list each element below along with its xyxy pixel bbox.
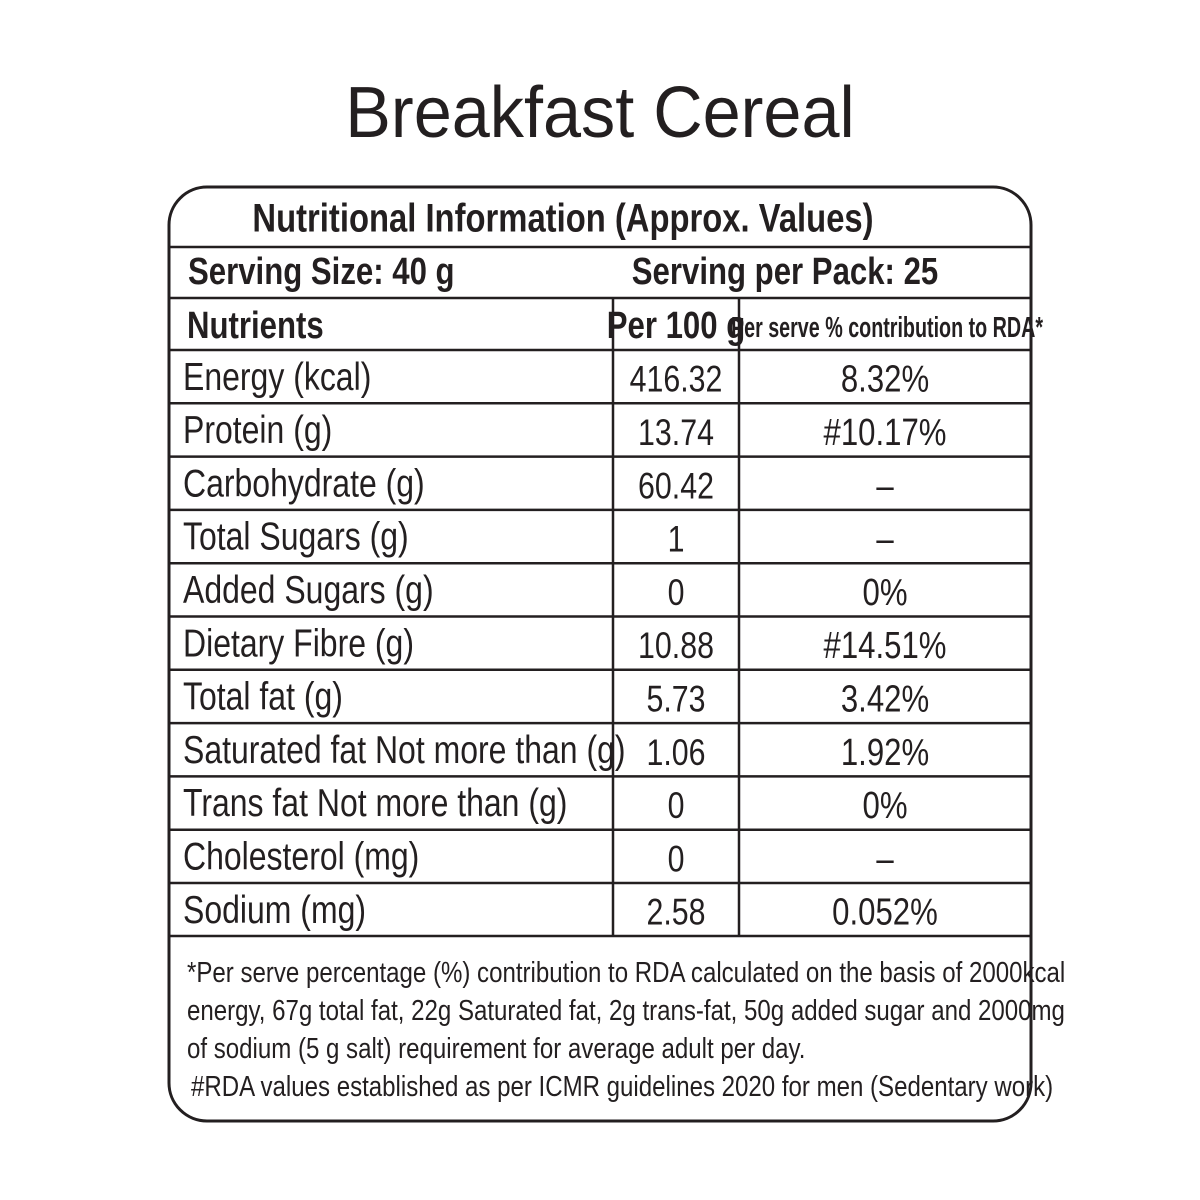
servings-per-pack: Serving per Pack: 25 <box>632 251 938 293</box>
per-100g: 5.73 <box>646 679 705 721</box>
nutrient-name-group: Cholesterol (mg) <box>183 834 419 878</box>
serving-size: Serving Size: 40 g <box>188 251 455 293</box>
serving-size-group: Serving Size: 40 g <box>188 251 455 293</box>
per-100g: 416.32 <box>630 359 723 401</box>
nutrient-name-group: Sodium (mg) <box>183 888 366 932</box>
nutrient-name: Carbohydrate (g) <box>183 461 425 505</box>
servings-per-pack-group: Serving per Pack: 25 <box>632 251 938 293</box>
rda-percent: 3.42% <box>841 679 929 721</box>
column-header: Nutrients <box>187 305 324 347</box>
nutrient-name: Saturated fat Not more than (g) <box>183 728 626 772</box>
rda-percent-group: – <box>876 465 894 507</box>
table-heading-group: Nutritional Information (Approx. Values) <box>252 196 873 241</box>
rda-percent-group: 8.32% <box>841 359 929 401</box>
nutrient-name: Cholesterol (mg) <box>183 834 419 878</box>
per-100g-group: 10.88 <box>638 625 714 667</box>
nutrient-name: Sodium (mg) <box>183 888 366 932</box>
rda-percent-group: 0% <box>862 785 907 827</box>
nutrient-name-group: Energy (kcal) <box>183 355 371 399</box>
rda-percent: – <box>876 465 894 507</box>
nutrient-name-group: Protein (g) <box>183 408 332 452</box>
rda-percent: #14.51% <box>824 625 947 667</box>
footnote-group: #RDA values established as per ICMR guid… <box>191 1070 1053 1103</box>
nutrient-name-group: Saturated fat Not more than (g) <box>183 728 626 772</box>
rda-percent: #10.17% <box>824 412 947 454</box>
column-header-group: Per serve % contribution to RDA* <box>731 312 1043 344</box>
nutrient-name-group: Total fat (g) <box>183 675 343 719</box>
nutrient-name: Protein (g) <box>183 408 332 452</box>
nutrient-name: Trans fat Not more than (g) <box>183 781 567 825</box>
rda-percent: 0% <box>862 785 907 827</box>
nutrient-name-group: Dietary Fibre (g) <box>183 621 414 665</box>
per-100g: 13.74 <box>638 412 714 454</box>
per-100g-group: 0 <box>668 785 685 827</box>
nutrient-name-group: Total Sugars (g) <box>183 515 409 559</box>
nutrient-name: Dietary Fibre (g) <box>183 621 414 665</box>
per-100g-group: 2.58 <box>646 892 705 934</box>
per-100g: 0 <box>668 785 685 827</box>
rda-percent: – <box>876 519 894 561</box>
per-100g-group: 13.74 <box>638 412 714 454</box>
rda-percent-group: #10.17% <box>824 412 947 454</box>
footnote: *Per serve percentage (%) contribution t… <box>187 956 1065 989</box>
rda-percent-group: 3.42% <box>841 679 929 721</box>
per-100g-group: 1.06 <box>646 732 705 774</box>
rda-percent: 8.32% <box>841 359 929 401</box>
rda-percent-group: – <box>876 519 894 561</box>
nutrient-name: Energy (kcal) <box>183 355 371 399</box>
rda-percent: 1.92% <box>841 732 929 774</box>
table-border <box>167 185 1033 1123</box>
column-header-group: Per 100 g <box>607 305 746 347</box>
rda-percent: – <box>876 839 894 881</box>
rda-percent-group: #14.51% <box>824 625 947 667</box>
column-header: Per 100 g <box>607 305 746 347</box>
per-100g: 10.88 <box>638 625 714 667</box>
table-heading: Nutritional Information (Approx. Values) <box>252 196 873 241</box>
nutrient-name-group: Added Sugars (g) <box>183 568 434 612</box>
per-100g: 60.42 <box>638 465 714 507</box>
nutrient-name: Total Sugars (g) <box>183 515 409 559</box>
footnote-group: *Per serve percentage (%) contribution t… <box>187 956 1065 989</box>
per-100g-group: 60.42 <box>638 465 714 507</box>
rda-percent-group: 0.052% <box>832 892 938 934</box>
nutrient-name-group: Trans fat Not more than (g) <box>183 781 567 825</box>
rda-percent-group: 0% <box>862 572 907 614</box>
per-100g-group: 0 <box>668 839 685 881</box>
column-header-group: Nutrients <box>187 305 324 347</box>
per-100g: 2.58 <box>646 892 705 934</box>
footnote: #RDA values established as per ICMR guid… <box>191 1070 1053 1103</box>
footnote-group: of sodium (5 g salt) requirement for ave… <box>187 1032 805 1065</box>
per-100g: 0 <box>668 839 685 881</box>
per-100g-group: 416.32 <box>630 359 723 401</box>
title-group: Breakfast Cereal <box>345 72 854 153</box>
rda-percent: 0% <box>862 572 907 614</box>
per-100g: 0 <box>668 572 685 614</box>
nutrient-name: Total fat (g) <box>183 675 343 719</box>
per-100g-group: 1 <box>668 519 685 561</box>
title: Breakfast Cereal <box>345 72 854 153</box>
nutrient-name: Added Sugars (g) <box>183 568 434 612</box>
footnote: of sodium (5 g salt) requirement for ave… <box>187 1032 805 1065</box>
rda-percent: 0.052% <box>832 892 938 934</box>
footnote: energy, 67g total fat, 22g Saturated fat… <box>187 994 1065 1027</box>
nutrient-name-group: Carbohydrate (g) <box>183 461 425 505</box>
column-header: Per serve % contribution to RDA* <box>731 312 1043 344</box>
per-100g: 1.06 <box>646 732 705 774</box>
rda-percent-group: 1.92% <box>841 732 929 774</box>
per-100g-group: 5.73 <box>646 679 705 721</box>
footnote-group: energy, 67g total fat, 22g Saturated fat… <box>187 994 1065 1027</box>
per-100g: 1 <box>668 519 685 561</box>
per-100g-group: 0 <box>668 572 685 614</box>
rda-percent-group: – <box>876 839 894 881</box>
